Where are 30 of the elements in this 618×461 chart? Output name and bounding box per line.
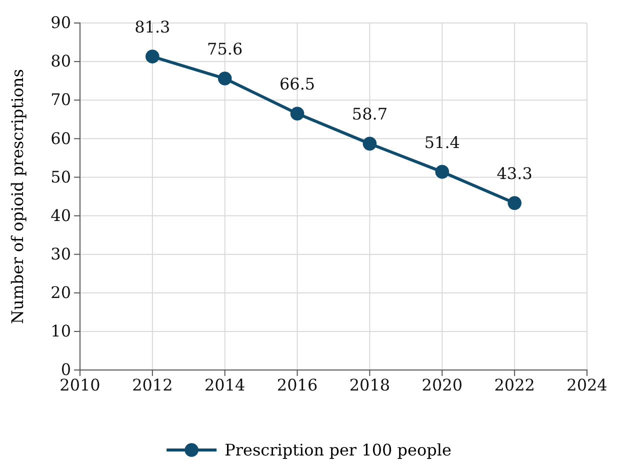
x-tick-label: 2016 bbox=[276, 375, 318, 394]
y-tick-label: 80 bbox=[50, 52, 71, 71]
data-label: 51.4 bbox=[424, 132, 460, 152]
x-tick-label: 2012 bbox=[132, 375, 173, 394]
data-label: 43.3 bbox=[496, 164, 532, 184]
x-tick-label: 2014 bbox=[204, 375, 246, 394]
point bbox=[218, 72, 232, 86]
point bbox=[290, 106, 304, 120]
y-tick-label: 20 bbox=[50, 283, 71, 302]
x-tick-label: 2022 bbox=[494, 375, 535, 394]
point bbox=[435, 164, 450, 179]
y-tick-label: 90 bbox=[50, 13, 71, 32]
point bbox=[508, 196, 522, 210]
point bbox=[146, 50, 160, 64]
y-tick-label: 10 bbox=[50, 322, 71, 341]
data-label: 66.5 bbox=[279, 74, 316, 94]
y-tick-label: 60 bbox=[50, 128, 71, 148]
data-label: 81.3 bbox=[134, 18, 170, 37]
data-label: 58.7 bbox=[352, 104, 388, 124]
x-tick-label: 2024 bbox=[566, 375, 608, 394]
y-tick-label: 50 bbox=[50, 167, 71, 186]
y-tick-label: 40 bbox=[50, 206, 71, 225]
legend-label: Prescription per 100 people bbox=[224, 440, 452, 460]
y-tick-label: 70 bbox=[50, 90, 71, 110]
data-label: 75.6 bbox=[207, 40, 243, 59]
y-tick-label: 30 bbox=[50, 244, 71, 264]
x-tick-label: 2018 bbox=[349, 375, 390, 394]
point bbox=[362, 136, 377, 151]
y-axis-title: Number of opioid prescriptions bbox=[8, 69, 27, 324]
x-tick-label: 2020 bbox=[422, 375, 462, 394]
